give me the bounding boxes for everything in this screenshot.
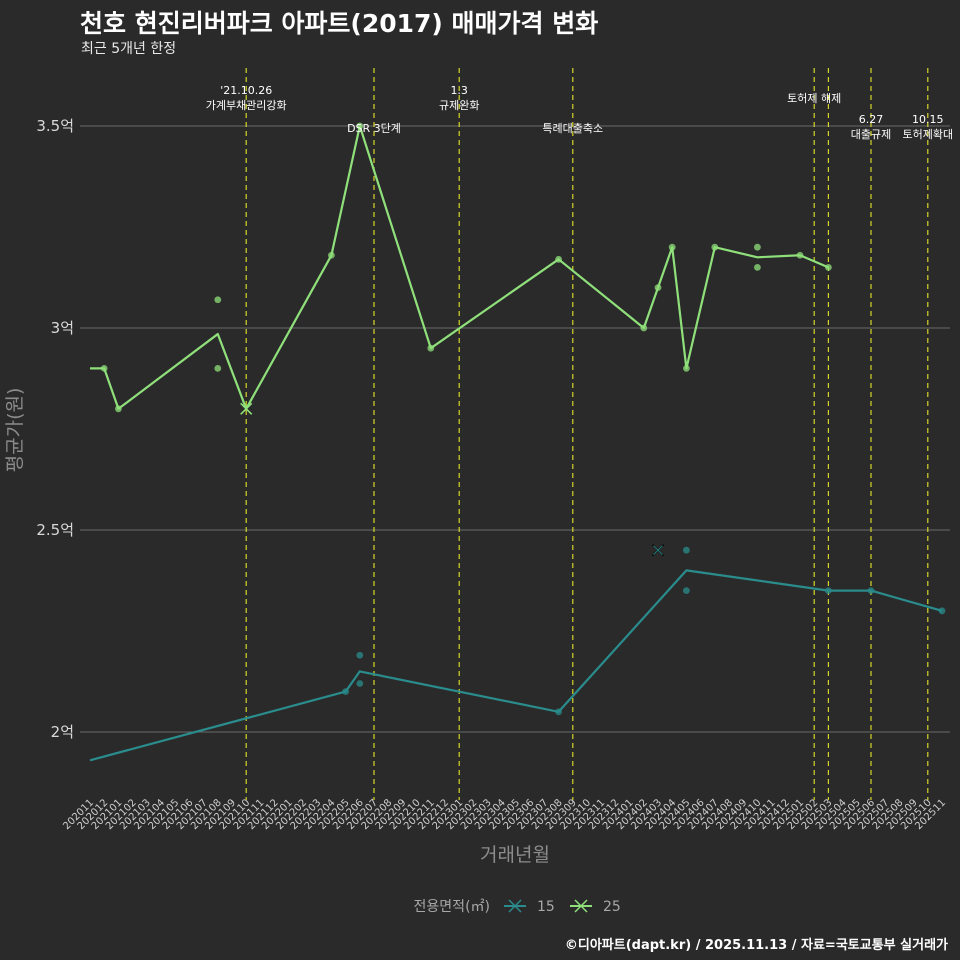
y-axis-title: 평균가(원): [4, 388, 26, 473]
highlight-mark-25: [240, 402, 253, 415]
x-axis-title: 거래년월: [480, 844, 550, 866]
data-point-25: [640, 324, 648, 332]
data-point-25: [654, 284, 662, 291]
highlight-mark-15: [653, 545, 663, 556]
data-point-15: [683, 546, 690, 554]
data-point-25: [796, 251, 804, 259]
data-point-15: [825, 587, 832, 594]
legend: 전용면적(㎡) 15 25: [414, 899, 621, 915]
series-layer: [89, 122, 946, 762]
y-tick-label: 3.5억: [36, 117, 74, 135]
policy-annotation: 토허제 해제: [787, 91, 841, 105]
axis-layer: 2억2.5억3억3.5억2020112020122021012021022021…: [36, 117, 948, 832]
legend-label: 15: [537, 899, 555, 915]
legend-label: 25: [603, 899, 621, 915]
data-point-25: [555, 255, 562, 263]
legend-key-mark: [508, 899, 522, 913]
policy-annotation: 10.15: [912, 113, 944, 126]
policy-annotation: DSR 3단계: [347, 122, 401, 135]
data-point-25: [754, 264, 761, 271]
data-point-15: [356, 680, 364, 687]
data-point-25: [825, 264, 832, 271]
data-point-25: [427, 344, 435, 352]
grid-layer: [80, 125, 950, 733]
source-caption: ©디아파트(dapt.kr) / 2025.11.13 / 자료=국토교통부 실…: [564, 938, 948, 953]
policy-annotation: 6.27: [859, 113, 884, 126]
data-point-25: [214, 296, 222, 304]
policy-lines: [245, 68, 929, 800]
data-point-25: [754, 243, 761, 251]
data-point-25: [100, 365, 108, 372]
data-point-15: [683, 587, 690, 594]
data-point-25: [711, 243, 719, 251]
y-tick-label: 2.5억: [36, 521, 74, 539]
policy-annotation: 가계부채관리강화: [206, 99, 287, 112]
chart-subtitle: 최근 5개년 한정: [81, 41, 177, 57]
data-point-25: [668, 243, 676, 251]
policy-annotation: 특례대출축소: [542, 122, 603, 135]
data-point-25: [683, 365, 690, 372]
policy-annotation: 토허제확대: [902, 128, 953, 141]
data-point-15: [342, 688, 349, 695]
y-tick-label: 2억: [51, 723, 74, 741]
policy-annotation: 규제완화: [439, 99, 479, 112]
policy-annotation: 1.3: [450, 84, 468, 97]
data-point-25: [214, 365, 222, 372]
data-point-25: [328, 251, 335, 259]
legend-title: 전용면적(㎡): [414, 899, 490, 915]
policy-annotation: 대출규제: [851, 128, 891, 141]
series-line-15: [89, 569, 943, 762]
chart-title: 천호 현진리버파크 아파트(2017) 매매가격 변화: [80, 9, 599, 38]
data-point-25: [356, 122, 364, 130]
data-point-15: [555, 708, 562, 716]
policy-annotation: '21.10.26: [220, 84, 272, 97]
data-point-25: [115, 405, 122, 413]
data-point-15: [867, 587, 875, 594]
y-tick-label: 3억: [51, 319, 74, 337]
data-point-15: [938, 607, 946, 615]
legend-key-mark: [574, 899, 588, 913]
data-point-15: [356, 651, 364, 659]
